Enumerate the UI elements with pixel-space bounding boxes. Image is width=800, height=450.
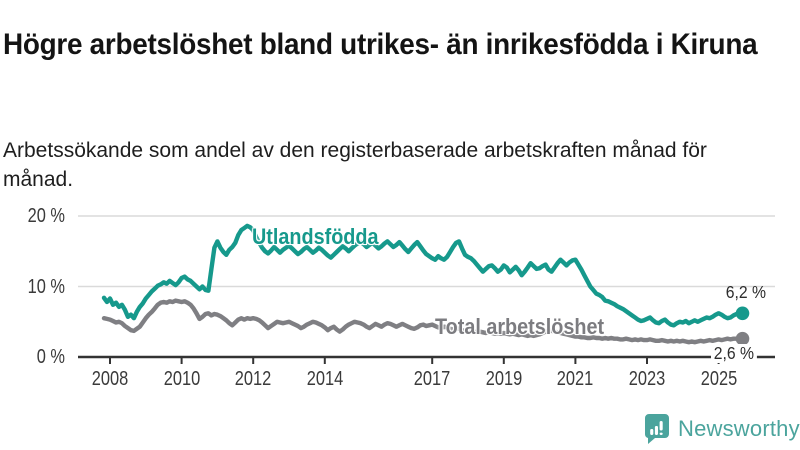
series-label-utlandsfodda: Utlandsfödda	[252, 224, 379, 249]
series-end-dot	[735, 306, 750, 321]
page-title: Högre arbetslöshet bland utrikes- än inr…	[3, 28, 758, 62]
bar-chart-speech-bubble-icon	[645, 414, 669, 444]
x-axis-label: 2014	[306, 368, 344, 390]
series-end-dot	[735, 331, 750, 346]
newsworthy-brand: Newsworthy	[644, 413, 800, 444]
series-line-utlandsf-dda	[101, 223, 745, 328]
brand-name: Newsworthy	[678, 415, 800, 441]
series-line-total-arbetsl-shet	[101, 298, 745, 345]
x-axis-label: 2021	[557, 368, 594, 390]
x-axis-label: 2012	[234, 368, 272, 390]
series-label-total-arbetsloshet: Total arbetslöshet	[435, 314, 605, 339]
x-axis-label: 2019	[485, 368, 523, 390]
page-subtitle: Arbetssökande som andel av den registerb…	[3, 139, 707, 191]
y-axis-label: 0 %	[36, 346, 65, 368]
end-value-utlandsfodda: 6,2 %	[725, 282, 766, 302]
y-axis-label: 20 %	[27, 205, 65, 227]
x-axis-label: 2008	[91, 368, 129, 390]
x-axis-label: 2025	[700, 368, 737, 390]
end-value-total-arbetsloshet: 2,6 %	[711, 344, 757, 363]
y-axis-label: 10 %	[27, 275, 65, 298]
x-axis-label: 2010	[163, 368, 200, 390]
x-axis-label: 2023	[628, 368, 666, 390]
x-axis-label: 2017	[413, 368, 451, 390]
